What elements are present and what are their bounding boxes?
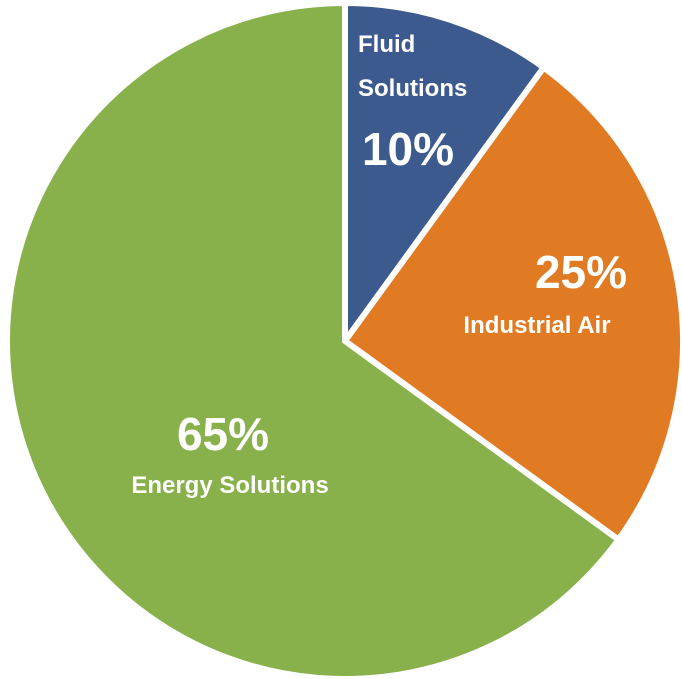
slice-label-energy-solutions: Energy Solutions xyxy=(131,472,328,499)
pie-labels: Fluid Solutions 10% 25% Industrial Air 6… xyxy=(131,31,627,499)
pie-slices xyxy=(4,0,682,679)
pie-slice-energy-solutions xyxy=(4,0,623,679)
slice-label-industrial-air: Industrial Air xyxy=(463,312,610,339)
slice-value-industrial-air: 25% xyxy=(535,246,627,298)
slice-label-fluid-solutions-line2: Solutions xyxy=(358,75,467,102)
slice-value-fluid-solutions: 10% xyxy=(362,123,454,175)
slice-value-energy-solutions: 65% xyxy=(177,408,269,460)
pie-slice-fluid-solutions xyxy=(342,0,548,351)
pie-slice-industrial-air xyxy=(340,63,682,544)
slice-label-fluid-solutions-line1: Fluid xyxy=(358,31,415,58)
